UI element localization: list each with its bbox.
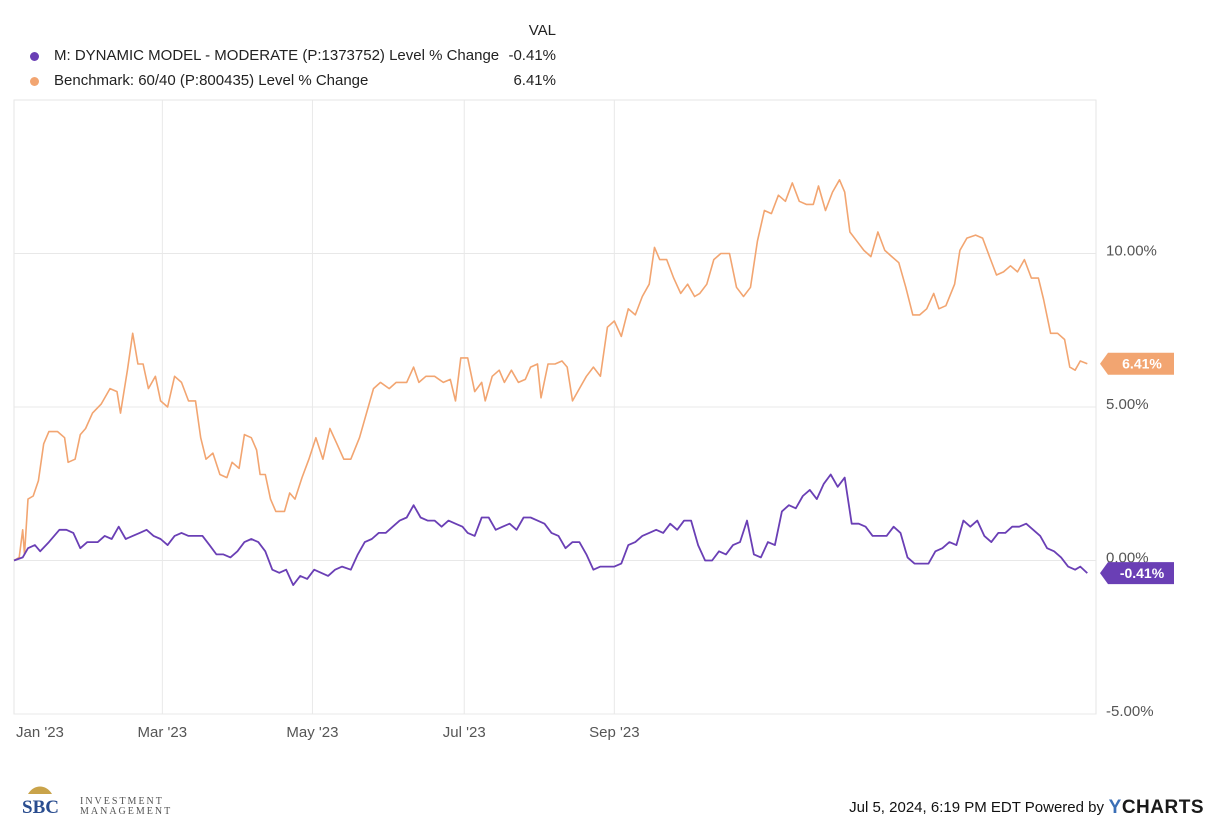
x-tick-label: Jul '23 xyxy=(443,724,486,741)
series-line xyxy=(13,179,1088,562)
legend-item-benchmark[interactable]: Benchmark: 60/40 (P:800435) Level % Chan… xyxy=(30,72,570,92)
legend-value-header: VAL xyxy=(528,22,556,39)
legend-dot-icon xyxy=(30,52,39,61)
legend-item-model[interactable]: M: DYNAMIC MODEL - MODERATE (P:1373752) … xyxy=(30,47,570,67)
x-tick-label: Jan '23 xyxy=(16,724,64,741)
y-tick-label: 5.00% xyxy=(1106,396,1149,413)
company-logo: SBC INVESTMENT MANAGEMENT xyxy=(20,780,180,818)
logo-text-sub2: MANAGEMENT xyxy=(80,806,172,816)
y-tick-label: 10.00% xyxy=(1106,242,1157,259)
x-tick-label: May '23 xyxy=(286,724,338,741)
y-tick-label: -5.00% xyxy=(1106,703,1154,720)
ycharts-initial: Y xyxy=(1108,797,1122,818)
legend-series-name: Benchmark: 60/40 (P:800435) Level % Chan… xyxy=(54,72,369,89)
logo-text-main: SBC xyxy=(22,797,59,816)
logo-emblem-icon xyxy=(28,786,52,794)
legend-series-name: M: DYNAMIC MODEL - MODERATE (P:1373752) … xyxy=(54,47,500,64)
line-chart: 10.00%5.00%0.00%-5.00%Jan '23 Mar '23 May … xyxy=(13,99,1174,741)
ycharts-logo[interactable]: YCHARTS xyxy=(1109,797,1204,819)
series-line xyxy=(13,473,1088,586)
legend-series-value: 6.41% xyxy=(513,72,556,89)
legend-dot-icon xyxy=(30,77,39,86)
series-end-label-bg xyxy=(1100,562,1174,585)
chart-legend: VAL M: DYNAMIC MODEL - MODERATE (P:13737… xyxy=(0,0,600,100)
logo-text-sub1: INVESTMENT xyxy=(80,796,164,807)
x-tick-label: Sep '23 xyxy=(589,724,639,741)
x-tick-label: Mar '23 xyxy=(138,724,188,741)
footer-timestamp: Jul 5, 2024, 6:19 PM EDT Powered by xyxy=(849,799,1104,816)
series-end-label-bg xyxy=(1100,352,1174,375)
ycharts-brand: CHARTS xyxy=(1121,797,1204,818)
series-end-label: -0.41% xyxy=(1120,565,1165,581)
legend-series-value: -0.41% xyxy=(508,47,556,64)
series-end-label: 6.41% xyxy=(1122,355,1162,371)
